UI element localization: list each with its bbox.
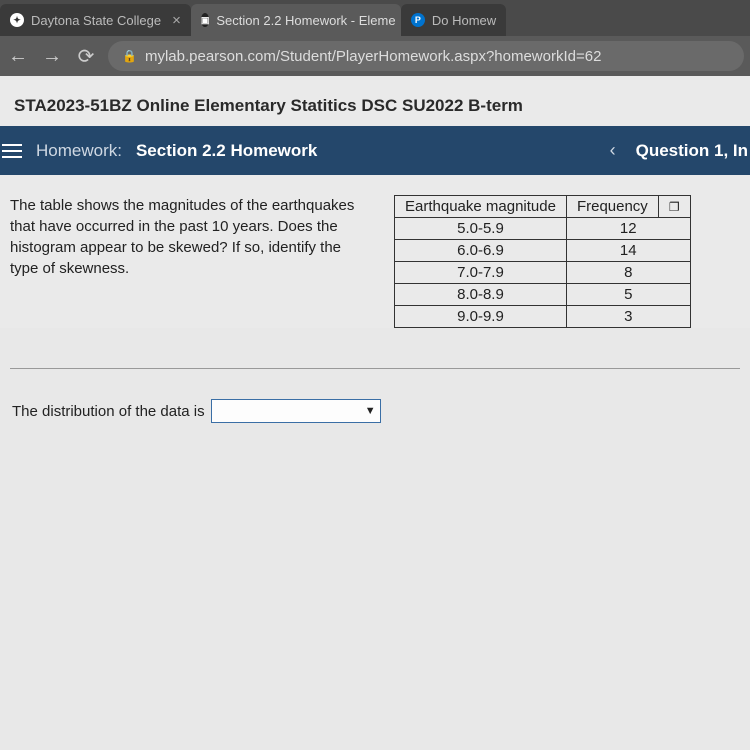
page-content: STA2023-51BZ Online Elementary Statitics…	[0, 76, 750, 126]
copy-icon[interactable]: ❐	[658, 196, 690, 218]
browser-tab[interactable]: ▣ Section 2.2 Homework - Eleme ×	[191, 4, 401, 36]
url-text: mylab.pearson.com/Student/PlayerHomework…	[145, 48, 601, 65]
chevron-down-icon: ▼	[365, 405, 376, 417]
table-row: 7.0-7.98	[395, 262, 691, 284]
tab-label: Daytona State College	[31, 13, 161, 28]
reload-button[interactable]: ⟳	[74, 44, 98, 69]
close-icon[interactable]: ×	[172, 12, 181, 29]
tab-label: Do Homew	[432, 13, 496, 28]
forward-button[interactable]: →	[40, 45, 64, 68]
url-field[interactable]: 🔒 mylab.pearson.com/Student/PlayerHomewo…	[108, 41, 744, 71]
favicon-icon: ✦	[10, 13, 24, 27]
homework-name: Section 2.2 Homework	[136, 141, 317, 161]
table-header: Earthquake magnitude	[395, 196, 567, 218]
question-indicator: Question 1, In	[636, 141, 748, 161]
browser-tab[interactable]: P Do Homew	[401, 4, 506, 36]
frequency-table: Earthquake magnitude Frequency ❐ 5.0-5.9…	[394, 195, 691, 328]
table-header: Frequency	[566, 196, 658, 218]
answer-dropdown[interactable]: ▼	[211, 399, 381, 423]
favicon-icon: ▣	[201, 13, 210, 27]
menu-icon[interactable]	[2, 144, 22, 158]
browser-tabs-bar: ✦ Daytona State College × ▣ Section 2.2 …	[0, 0, 750, 36]
answer-prefix: The distribution of the data is	[12, 403, 205, 420]
tab-label: Section 2.2 Homework - Eleme	[216, 13, 395, 28]
table-header-row: Earthquake magnitude Frequency ❐	[395, 196, 691, 218]
back-button[interactable]: ←	[6, 45, 30, 68]
table-row: 9.0-9.93	[395, 306, 691, 328]
table-row: 8.0-8.95	[395, 284, 691, 306]
answer-row: The distribution of the data is ▼	[0, 369, 750, 453]
browser-url-bar: ← → ⟳ 🔒 mylab.pearson.com/Student/Player…	[0, 36, 750, 76]
table-row: 6.0-6.914	[395, 240, 691, 262]
browser-tab[interactable]: ✦ Daytona State College ×	[0, 4, 191, 36]
homework-header: Homework: Section 2.2 Homework ‹ Questio…	[0, 126, 750, 175]
question-content: The table shows the magnitudes of the ea…	[0, 175, 750, 328]
favicon-icon: P	[411, 13, 425, 27]
course-title: STA2023-51BZ Online Elementary Statitics…	[12, 90, 738, 126]
question-prompt: The table shows the magnitudes of the ea…	[10, 195, 370, 279]
prev-question-button[interactable]: ‹	[604, 140, 622, 161]
table-row: 5.0-5.912	[395, 218, 691, 240]
lock-icon: 🔒	[122, 49, 137, 63]
homework-label: Homework:	[36, 141, 122, 161]
